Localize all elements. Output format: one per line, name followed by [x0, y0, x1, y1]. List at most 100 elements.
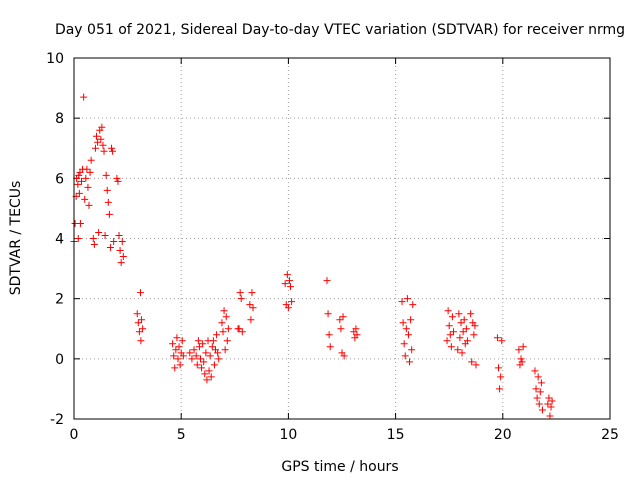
data-point	[533, 394, 541, 402]
data-point	[536, 388, 544, 396]
data-point	[467, 310, 475, 318]
data-point	[98, 123, 106, 131]
data-point	[409, 301, 417, 309]
data-point	[186, 349, 194, 357]
y-tick-label: 10	[46, 51, 64, 67]
data-point	[337, 325, 345, 333]
data-point	[537, 379, 545, 387]
data-point	[87, 156, 95, 164]
data-point	[138, 316, 146, 324]
data-point	[108, 144, 116, 152]
data-point	[105, 210, 113, 218]
data-point	[209, 337, 217, 345]
data-point	[340, 352, 348, 360]
data-point	[208, 343, 216, 351]
data-point	[86, 168, 94, 176]
data-point	[175, 343, 183, 351]
data-point	[114, 177, 122, 185]
data-point	[407, 316, 415, 324]
data-point	[213, 331, 221, 339]
data-point	[102, 171, 110, 179]
data-point	[220, 307, 228, 315]
data-point	[178, 337, 186, 345]
data-point	[545, 394, 553, 402]
y-tick-label: -2	[50, 412, 64, 428]
data-point	[202, 349, 210, 357]
plot-frame	[73, 57, 611, 420]
gridlines	[74, 58, 610, 419]
data-point	[538, 406, 546, 414]
y-axis-label: SDTVAR / TECUs	[8, 181, 24, 296]
data-points	[70, 93, 556, 420]
data-point	[214, 349, 222, 357]
data-point	[248, 289, 256, 297]
data-point	[74, 180, 82, 188]
data-point	[519, 343, 527, 351]
data-point	[238, 328, 246, 336]
data-point	[459, 328, 467, 336]
data-point	[352, 325, 360, 333]
data-point	[325, 331, 333, 339]
y-tick-label: 2	[55, 292, 64, 308]
data-point	[518, 358, 526, 366]
data-point	[75, 189, 83, 197]
x-tick-label: 5	[177, 427, 186, 443]
data-point	[104, 198, 112, 206]
data-point	[94, 138, 102, 146]
y-tick-label: 8	[55, 111, 64, 127]
data-point	[90, 241, 98, 249]
x-tick-label: 0	[70, 427, 79, 443]
data-point	[454, 346, 462, 354]
data-point	[443, 337, 451, 345]
data-point	[353, 331, 361, 339]
data-point	[547, 403, 555, 411]
data-point	[237, 295, 245, 303]
data-point	[219, 328, 227, 336]
data-point	[170, 352, 178, 360]
y-tick-label: 6	[55, 171, 64, 187]
data-point	[199, 340, 207, 348]
data-point	[110, 238, 118, 246]
data-point	[109, 147, 117, 155]
data-point	[179, 352, 187, 360]
data-point	[190, 346, 198, 354]
data-point	[406, 358, 414, 366]
data-point	[462, 325, 470, 333]
data-point	[285, 277, 293, 285]
data-point	[195, 343, 203, 351]
x-axis-label: GPS time / hours	[281, 459, 398, 475]
data-point	[446, 331, 454, 339]
data-point	[323, 277, 331, 285]
data-point	[201, 370, 209, 378]
data-point	[95, 228, 103, 236]
data-point	[246, 301, 254, 309]
data-point	[408, 346, 416, 354]
data-point	[222, 313, 230, 321]
data-point	[223, 337, 231, 345]
data-point	[445, 322, 453, 330]
data-point	[444, 307, 452, 315]
data-point	[137, 337, 145, 345]
data-point	[172, 346, 180, 354]
data-point	[103, 186, 111, 194]
y-tick-label: 4	[55, 232, 64, 248]
data-point	[517, 355, 525, 363]
data-point	[401, 352, 409, 360]
data-point	[174, 355, 182, 363]
data-point	[117, 259, 125, 267]
data-point	[326, 343, 334, 351]
data-point	[171, 364, 179, 372]
data-point	[471, 322, 479, 330]
data-point	[84, 183, 92, 191]
data-point	[83, 165, 91, 173]
data-point	[218, 319, 226, 327]
data-point	[97, 135, 105, 143]
data-point	[460, 316, 468, 324]
data-point	[288, 298, 296, 306]
data-point	[515, 346, 523, 354]
data-point	[80, 93, 88, 101]
data-point	[498, 337, 506, 345]
data-point	[106, 244, 114, 252]
data-point	[113, 174, 121, 182]
data-point	[188, 355, 196, 363]
